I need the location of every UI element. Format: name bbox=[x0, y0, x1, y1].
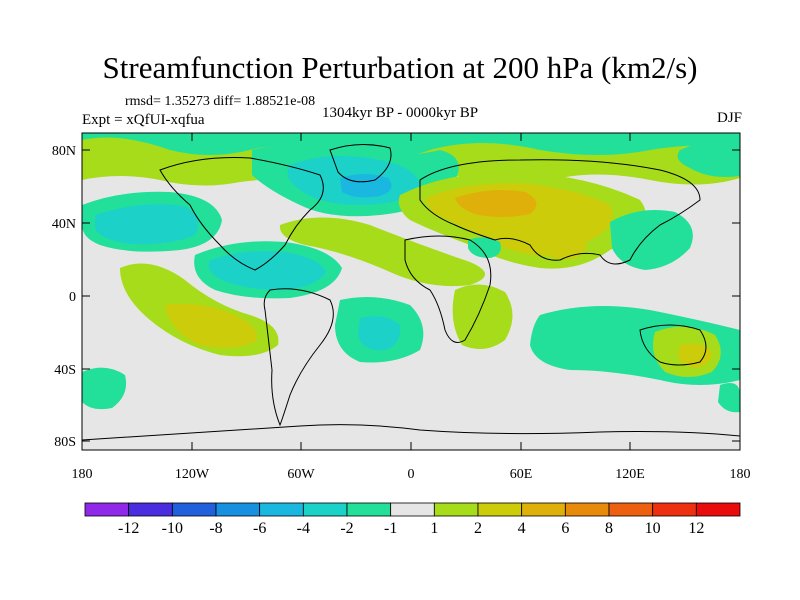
experiment-label: Expt = xQfUI-xqfua bbox=[82, 112, 205, 128]
coastlines bbox=[82, 144, 740, 441]
colorbar-box bbox=[477, 502, 523, 517]
north-pacific-negative-core bbox=[95, 204, 199, 245]
season-label: DJF bbox=[716, 110, 742, 126]
colorbar-box bbox=[84, 502, 130, 517]
arabia-negative bbox=[468, 237, 501, 258]
colorbar-label: -2 bbox=[340, 520, 353, 537]
colorbar-label: -4 bbox=[297, 520, 310, 537]
colorbar bbox=[84, 502, 741, 517]
colorbar-label: 4 bbox=[518, 520, 526, 537]
coast-eurasia bbox=[419, 159, 701, 265]
colorbar-box bbox=[521, 502, 566, 517]
lon-label: 120E bbox=[615, 467, 645, 482]
coast-australia bbox=[639, 324, 707, 366]
east-asia-negative bbox=[610, 209, 693, 270]
colorbar-box bbox=[652, 502, 697, 517]
lon-label: 180 bbox=[730, 467, 751, 482]
contour-field bbox=[82, 133, 740, 450]
colorbar-label: -12 bbox=[118, 520, 139, 537]
map-title: Streamfunction Perturbation at 200 hPa (… bbox=[102, 50, 698, 85]
south-africa-positive bbox=[452, 284, 513, 349]
colorbar-box bbox=[128, 502, 173, 517]
lat-label: 80S bbox=[54, 435, 76, 450]
colorbar-label: 12 bbox=[688, 520, 704, 537]
eurasia-orange bbox=[455, 190, 537, 217]
colorbar-box bbox=[433, 502, 479, 517]
lon-labels: 180 120W 60W 0 60E 120E 180 bbox=[72, 467, 751, 482]
colorbar-box bbox=[171, 502, 217, 517]
colorbar-label: 2 bbox=[474, 520, 482, 537]
arctic-green-neg bbox=[82, 133, 740, 160]
period-label: 1304kyr BP - 0000kyr BP bbox=[322, 105, 479, 121]
coast-antarctica bbox=[82, 424, 740, 441]
india-yellow bbox=[535, 224, 588, 259]
southwest-negative bbox=[82, 367, 127, 410]
lat-label: 80N bbox=[52, 144, 76, 159]
colorbar-label: 10 bbox=[645, 520, 661, 537]
arctic-green-neg-east bbox=[677, 137, 740, 177]
atlantic-negative-inner bbox=[340, 174, 392, 198]
colorbar-box bbox=[564, 502, 610, 517]
stats-label: rmsd= 1.35273 diff= 1.88521e-08 bbox=[125, 94, 316, 109]
colorbar-box bbox=[259, 502, 304, 517]
lat-label: 0 bbox=[69, 290, 76, 305]
colorbar-box bbox=[215, 502, 261, 517]
colorbar-label: 6 bbox=[561, 520, 569, 537]
south-atlantic-negative-core bbox=[358, 316, 401, 351]
lon-label: 120W bbox=[175, 467, 210, 482]
colorbar-label: 1 bbox=[430, 520, 438, 537]
lon-tick-marks bbox=[81, 133, 741, 450]
lon-label: 0 bbox=[408, 467, 415, 482]
colorbar-box bbox=[390, 502, 435, 517]
colorbar-label: 8 bbox=[605, 520, 613, 537]
coast-africa bbox=[404, 235, 492, 343]
colorbar-box bbox=[302, 502, 348, 517]
lat-tick-marks bbox=[82, 149, 740, 442]
colorbar-label: -1 bbox=[384, 520, 397, 537]
lat-labels: 80N 40N 0 40S 80S bbox=[52, 144, 76, 450]
coast-north-america bbox=[159, 157, 324, 271]
lat-label: 40N bbox=[52, 217, 76, 232]
southeast-negative bbox=[718, 382, 740, 413]
coast-greenland bbox=[329, 144, 392, 183]
south-pacific-yellow bbox=[165, 303, 258, 348]
colorbar-label: -10 bbox=[162, 520, 183, 537]
atlantic-positive-band bbox=[279, 217, 485, 287]
colorbar-label: -6 bbox=[253, 520, 266, 537]
australia-yellow bbox=[678, 343, 712, 368]
colorbar-labels: -12 -10 -8 -6 -4 -2 -1 1 2 4 6 8 10 12 bbox=[118, 520, 704, 537]
lon-label: 180 bbox=[72, 467, 93, 482]
coast-south-america bbox=[263, 288, 334, 427]
lon-label: 60W bbox=[287, 467, 315, 482]
lon-label: 60E bbox=[510, 467, 533, 482]
lat-label: 40S bbox=[54, 363, 76, 378]
colorbar-label: -8 bbox=[209, 520, 222, 537]
colorbar-box bbox=[346, 502, 392, 517]
colorbar-box bbox=[608, 502, 654, 517]
colorbar-box bbox=[695, 502, 741, 517]
